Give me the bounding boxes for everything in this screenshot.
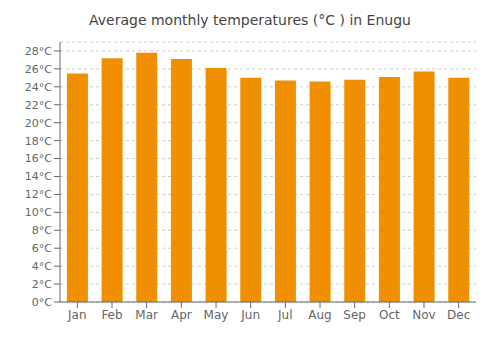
svg-text:Jan: Jan: [67, 308, 87, 322]
svg-text:14°C: 14°C: [25, 170, 52, 183]
svg-text:18°C: 18°C: [25, 135, 52, 148]
svg-text:Mar: Mar: [135, 308, 158, 322]
svg-text:Sep: Sep: [343, 308, 366, 322]
svg-text:Aug: Aug: [308, 308, 331, 322]
svg-text:Jul: Jul: [277, 308, 292, 322]
svg-text:Apr: Apr: [171, 308, 192, 322]
svg-text:Oct: Oct: [379, 308, 400, 322]
svg-text:12°C: 12°C: [25, 188, 52, 201]
svg-text:6°C: 6°C: [32, 242, 52, 255]
svg-text:22°C: 22°C: [25, 99, 52, 112]
svg-text:Dec: Dec: [447, 308, 470, 322]
svg-text:Nov: Nov: [412, 308, 435, 322]
svg-text:Feb: Feb: [101, 308, 122, 322]
svg-text:Jun: Jun: [240, 308, 260, 322]
svg-text:28°C: 28°C: [25, 45, 52, 58]
svg-text:10°C: 10°C: [25, 206, 52, 219]
svg-text:24°C: 24°C: [25, 81, 52, 94]
html-text:Average monthly temperatures (: Average monthly temperatures (°C ) in En…: [89, 12, 411, 28]
svg-text:20°C: 20°C: [25, 117, 52, 130]
svg-text:2°C: 2°C: [32, 278, 52, 291]
svg-text:May: May: [204, 308, 229, 322]
svg-text:16°C: 16°C: [25, 152, 52, 165]
svg-text:0°C: 0°C: [32, 296, 52, 309]
svg-text:8°C: 8°C: [32, 224, 52, 237]
svg-text:4°C: 4°C: [32, 260, 52, 273]
svg-text:26°C: 26°C: [25, 63, 52, 76]
